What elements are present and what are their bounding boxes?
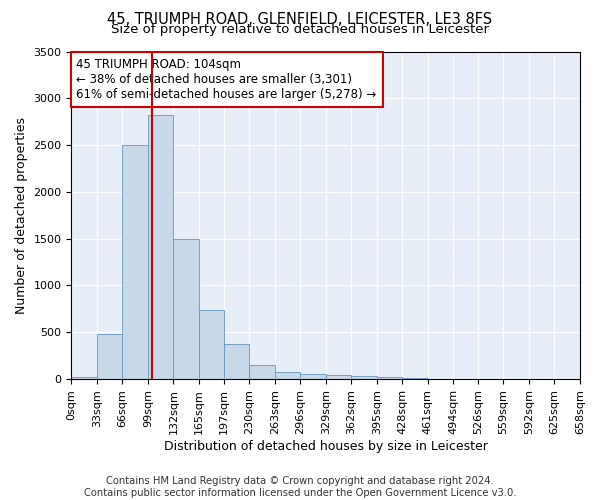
- Bar: [122, 145, 148, 379]
- Bar: [71, 377, 97, 379]
- Bar: [300, 374, 326, 379]
- Text: Size of property relative to detached houses in Leicester: Size of property relative to detached ho…: [111, 22, 489, 36]
- Bar: [249, 364, 275, 379]
- Text: 45, TRIUMPH ROAD, GLENFIELD, LEICESTER, LE3 8FS: 45, TRIUMPH ROAD, GLENFIELD, LEICESTER, …: [107, 12, 493, 28]
- Text: Contains HM Land Registry data © Crown copyright and database right 2024.
Contai: Contains HM Land Registry data © Crown c…: [84, 476, 516, 498]
- Bar: [351, 376, 377, 379]
- Bar: [224, 344, 249, 379]
- Bar: [97, 334, 122, 379]
- Bar: [199, 310, 224, 379]
- Y-axis label: Number of detached properties: Number of detached properties: [15, 117, 28, 314]
- Bar: [377, 377, 402, 379]
- Bar: [402, 378, 428, 379]
- Bar: [275, 372, 300, 379]
- Bar: [326, 376, 351, 379]
- Bar: [148, 115, 173, 379]
- Text: 45 TRIUMPH ROAD: 104sqm
← 38% of detached houses are smaller (3,301)
61% of semi: 45 TRIUMPH ROAD: 104sqm ← 38% of detache…: [76, 58, 377, 101]
- Bar: [173, 238, 199, 379]
- X-axis label: Distribution of detached houses by size in Leicester: Distribution of detached houses by size …: [164, 440, 488, 452]
